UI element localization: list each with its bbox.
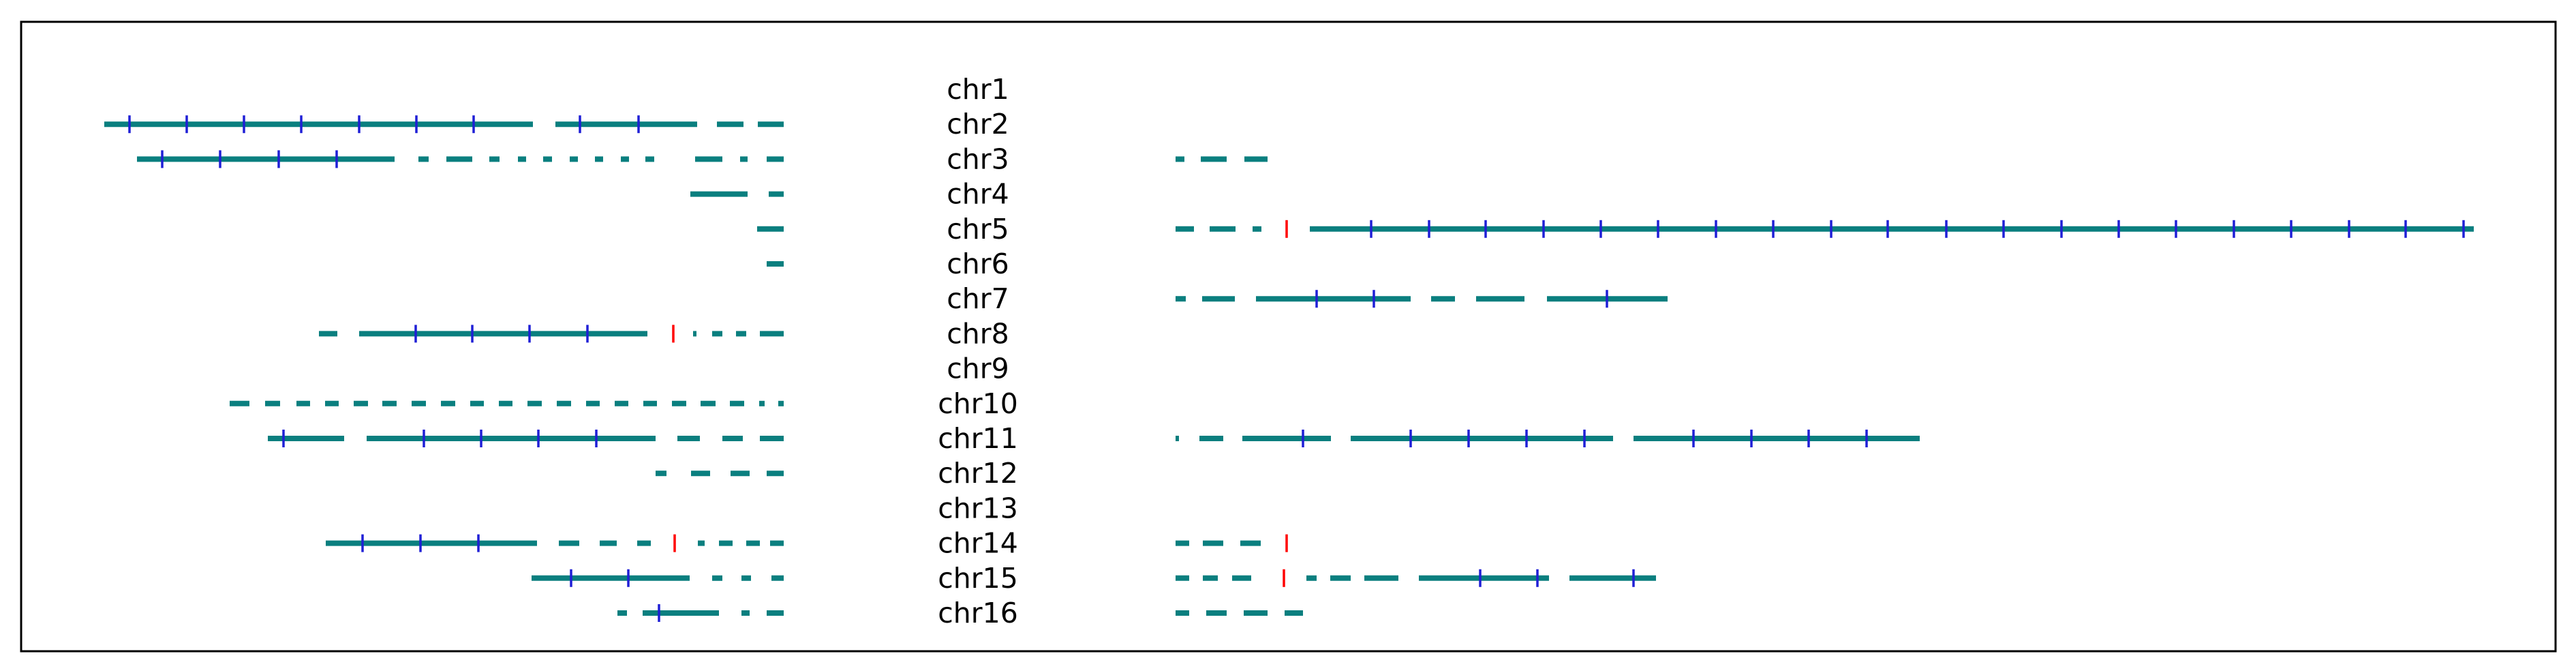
chromosome-label: chr16	[938, 597, 1018, 629]
chromosome-label: chr2	[947, 108, 1009, 140]
chromosome-row-chr5: chr5	[757, 213, 2474, 245]
chromosome-label: chr14	[938, 527, 1018, 560]
chromosome-row-chr14: chr14	[326, 527, 1288, 560]
chromosome-row-chr9: chr9	[947, 353, 1009, 385]
chromosome-row-chr4: chr4	[690, 178, 1009, 211]
chromosome-row-chr16: chr16	[617, 597, 1303, 629]
chromosome-row-chr8: chr8	[319, 317, 1009, 350]
chromosome-label: chr5	[947, 213, 1009, 245]
chromosome-label: chr3	[947, 143, 1009, 175]
chromosome-row-chr11: chr11	[268, 422, 1920, 455]
chromosome-label: chr8	[947, 317, 1009, 350]
chromosome-row-chr1: chr1	[947, 73, 1009, 106]
chromosome-label: chr7	[947, 282, 1009, 315]
chromosome-label: chr4	[947, 178, 1009, 211]
chromosome-label: chr9	[947, 353, 1009, 385]
chromosome-row-chr7: chr7	[947, 282, 1668, 315]
chromosome-label: chr15	[938, 562, 1018, 595]
figure-border	[20, 20, 2557, 653]
chromosome-row-chr3: chr3	[137, 143, 1268, 175]
chromosome-row-chr10: chr10	[230, 387, 1018, 420]
chromosome-rows: chr1chr2chr3chr4chr5chr6chr7chr8chr9chr1…	[104, 73, 2474, 629]
chromosome-label: chr12	[938, 457, 1018, 490]
chromosome-label: chr13	[938, 492, 1018, 524]
chromosome-label: chr1	[947, 73, 1009, 106]
chromosome-row-chr2: chr2	[104, 108, 1009, 140]
chromosome-label: chr6	[947, 248, 1009, 280]
chromosome-row-chr6: chr6	[767, 248, 1009, 280]
chromosome-row-chr13: chr13	[938, 492, 1018, 524]
chromosome-label: chr11	[938, 422, 1018, 455]
chromosome-row-chr12: chr12	[656, 457, 1018, 490]
chromosome-label: chr10	[938, 387, 1018, 420]
chromosome-row-chr15: chr15	[532, 562, 1656, 595]
